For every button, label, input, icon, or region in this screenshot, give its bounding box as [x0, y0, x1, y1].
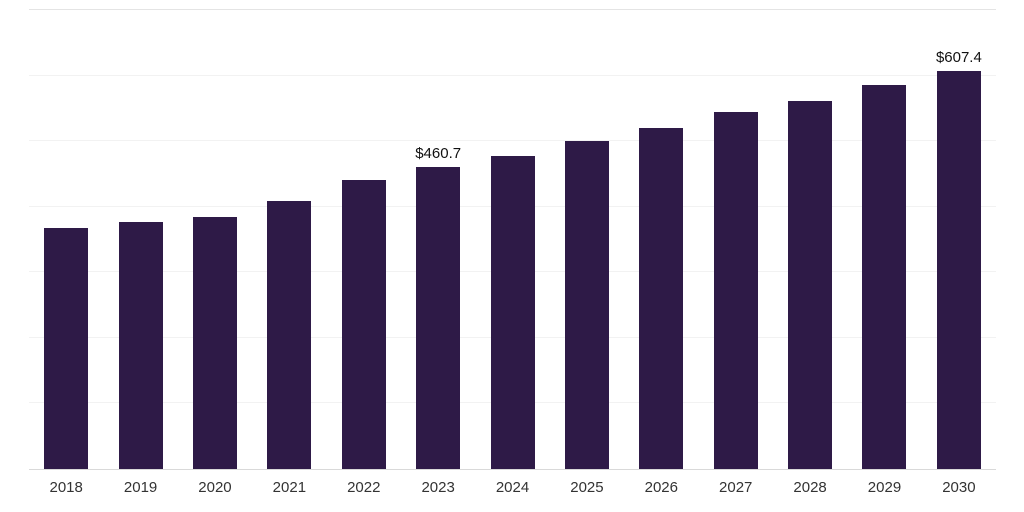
bar-2027	[713, 112, 758, 469]
bar-column-2026	[624, 10, 698, 469]
bar-2024	[490, 155, 535, 469]
bar-2025	[564, 140, 609, 469]
gridline	[29, 74, 996, 76]
x-tick-label-2023: 2023	[421, 479, 455, 496]
x-tick-label-2020: 2020	[198, 479, 232, 496]
bar-column-2019	[103, 10, 177, 469]
data-label-2023: $460.7	[415, 144, 462, 162]
bar-2019	[118, 221, 163, 469]
bar-column-2024	[475, 10, 549, 469]
x-tick-label-2024: 2024	[495, 479, 530, 496]
bar-2018	[44, 227, 89, 469]
x-tick-label-2029: 2029	[867, 479, 902, 496]
bar-column-2030: $607.4	[922, 10, 996, 469]
x-tick-label-2019: 2019	[123, 479, 158, 496]
bar-2021	[267, 201, 312, 469]
x-tick-label-2022: 2022	[347, 479, 381, 496]
bar-column-2020	[178, 10, 252, 469]
bars-layer: $460.7 $607.4	[29, 10, 996, 469]
x-axis: 2018 2019 2020 2021 2022 2023 2024 2025 2026 2027…	[29, 470, 996, 496]
bar-column-2021	[252, 10, 326, 469]
x-tick-label-2027: 2027	[719, 479, 753, 496]
x-tick-label-2018: 2018	[49, 479, 83, 496]
bar-2029	[862, 84, 907, 469]
bar-column-2022	[327, 10, 401, 469]
bar-column-2018	[29, 10, 103, 469]
bar-2023	[416, 166, 461, 469]
bar-column-2028	[773, 10, 847, 469]
gridline	[29, 9, 996, 10]
bar-2028	[788, 100, 833, 469]
bar-2030	[936, 70, 981, 469]
bar-column-2027	[699, 10, 773, 469]
gridline	[29, 140, 996, 142]
bar-column-2029	[847, 10, 921, 469]
x-tick-label-2030: 2030	[942, 479, 976, 496]
bar-2022	[341, 179, 386, 469]
bar-column-2023: $460.7	[401, 10, 475, 469]
x-tick-label-2021: 2021	[272, 479, 307, 496]
x-tick-label-2026: 2026	[644, 479, 678, 496]
bar-2020	[192, 217, 237, 469]
x-tick-label-2028: 2028	[793, 479, 827, 496]
bar-column-2025	[550, 10, 624, 469]
plot-area: $460.7 $607.4	[29, 9, 996, 470]
x-tick-label-2025: 2025	[570, 479, 604, 496]
bar-2026	[639, 128, 684, 469]
data-label-2030: $607.4	[935, 48, 982, 66]
